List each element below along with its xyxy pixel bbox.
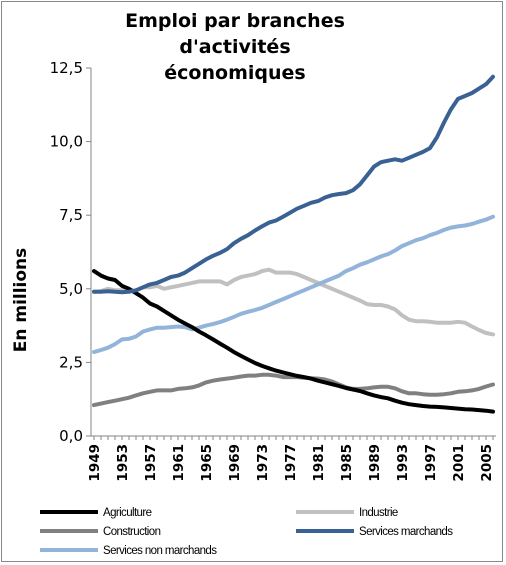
legend-label: Services non marchands bbox=[103, 545, 217, 557]
axes: 0,0 2,5 5,0 7,5 10,0 12,5 1949 1953 1957 1961 1965… bbox=[50, 59, 496, 482]
legend-label: Construction bbox=[103, 526, 161, 538]
x-tick-label: 1981 bbox=[311, 444, 327, 482]
series-line-construction bbox=[92, 372, 495, 408]
x-tick-label: 1973 bbox=[255, 444, 271, 482]
series-line-industrie bbox=[92, 267, 495, 337]
y-tick-label: 7,5 bbox=[59, 206, 83, 224]
legend-label: Services marchands bbox=[359, 526, 453, 538]
series-line-services-marchands bbox=[92, 74, 495, 295]
legend-item: Industrie bbox=[296, 507, 399, 519]
x-tick-label: 1949 bbox=[87, 444, 103, 482]
x-tick-label: 2001 bbox=[451, 444, 467, 482]
series-layer bbox=[92, 74, 495, 414]
chart-title: Emploi par branches d'activités économiq… bbox=[70, 8, 400, 86]
x-tick-label: 1985 bbox=[339, 444, 355, 482]
x-tick-label: 1969 bbox=[227, 444, 243, 482]
x-tick-label: 1953 bbox=[115, 444, 131, 482]
x-tick-label: 1977 bbox=[283, 444, 299, 482]
legend-item: Services non marchands bbox=[40, 545, 218, 557]
x-tick-label: 1993 bbox=[395, 444, 411, 482]
legend-item: Agriculture bbox=[40, 507, 152, 519]
y-axis-label: En millions bbox=[11, 248, 31, 353]
legend: Agriculture Industrie Construction Services… bbox=[40, 507, 454, 557]
x-tick-label: 1965 bbox=[199, 444, 215, 482]
x-tick-label: 1997 bbox=[423, 444, 439, 482]
x-tick-label: 2005 bbox=[479, 444, 495, 482]
x-tick-label: 1961 bbox=[171, 444, 187, 482]
legend-label: Agriculture bbox=[103, 507, 152, 519]
x-tick-label: 1989 bbox=[367, 444, 383, 482]
x-tick-label: 1957 bbox=[143, 444, 159, 482]
y-tick-label: 5,0 bbox=[59, 280, 83, 298]
series-line-services-non-marchands bbox=[92, 214, 495, 355]
legend-item: Services marchands bbox=[296, 526, 454, 538]
series-line-agriculture bbox=[92, 269, 495, 414]
y-tick-label: 2,5 bbox=[59, 353, 83, 371]
y-tick-label: 12,5 bbox=[50, 59, 83, 77]
y-tick-label: 10,0 bbox=[50, 133, 83, 151]
legend-item: Construction bbox=[40, 526, 161, 538]
chart-title-line-2: économiques bbox=[164, 62, 306, 84]
chart-title-line-1: Emploi par branches d'activités bbox=[125, 10, 345, 58]
y-tick-label: 0,0 bbox=[59, 427, 83, 445]
legend-label: Industrie bbox=[359, 507, 398, 519]
